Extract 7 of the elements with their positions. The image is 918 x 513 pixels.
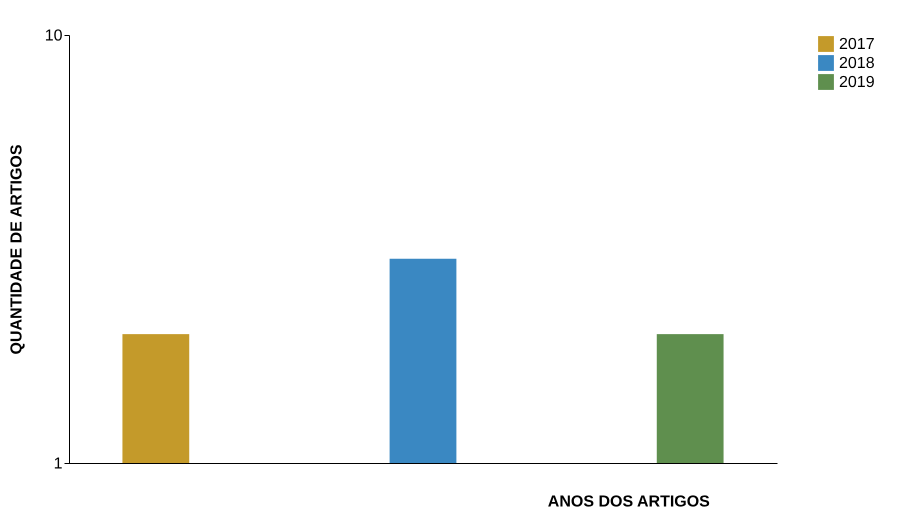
y-axis-title: QUANTIDADE DE ARTIGOS xyxy=(8,144,26,355)
legend-label: 2017 xyxy=(839,36,875,53)
y-tick-label: 1 xyxy=(54,456,63,472)
legend-label: 2019 xyxy=(839,74,875,91)
y-tick-label: 10 xyxy=(44,28,63,44)
legend-label: 2018 xyxy=(839,55,875,72)
x-axis-title: ANOS DOS ARTIGOS xyxy=(548,494,710,510)
